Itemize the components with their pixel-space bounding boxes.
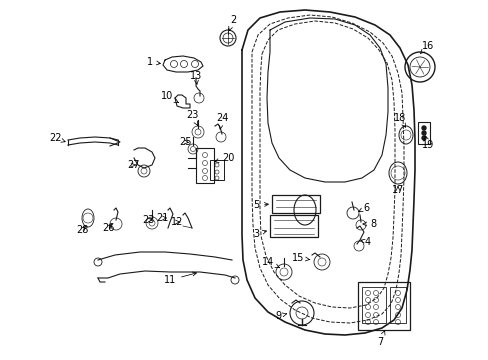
Text: 3: 3 <box>252 229 266 239</box>
Bar <box>417 122 429 144</box>
Text: 11: 11 <box>163 272 196 285</box>
Text: 23: 23 <box>185 110 198 125</box>
Text: 13: 13 <box>189 71 202 84</box>
Text: 22: 22 <box>49 133 65 143</box>
Circle shape <box>421 131 425 135</box>
Text: 16: 16 <box>419 41 433 54</box>
Text: 4: 4 <box>360 237 370 247</box>
Circle shape <box>421 126 425 130</box>
Text: 5: 5 <box>252 200 268 210</box>
Bar <box>196 148 214 183</box>
Text: 21: 21 <box>156 213 168 223</box>
Text: 6: 6 <box>358 203 368 213</box>
Text: 26: 26 <box>102 223 114 233</box>
Text: 14: 14 <box>262 257 279 268</box>
Bar <box>357 282 409 330</box>
Bar <box>209 160 224 180</box>
Bar <box>269 215 317 237</box>
Text: 28: 28 <box>76 225 88 235</box>
Text: 10: 10 <box>161 91 178 103</box>
Text: 24: 24 <box>215 113 228 129</box>
Text: 20: 20 <box>214 153 234 163</box>
Text: 23: 23 <box>142 215 154 225</box>
Circle shape <box>421 136 425 140</box>
Text: 15: 15 <box>291 253 309 263</box>
Text: 2: 2 <box>228 15 236 31</box>
Bar <box>389 287 405 323</box>
Text: 7: 7 <box>376 331 384 347</box>
Text: 9: 9 <box>274 311 286 321</box>
Text: 17: 17 <box>391 185 404 195</box>
Bar <box>361 287 385 323</box>
Text: 8: 8 <box>362 219 375 229</box>
Text: 19: 19 <box>421 136 433 150</box>
Text: 18: 18 <box>393 113 406 127</box>
Text: 27: 27 <box>126 160 139 170</box>
Text: 25: 25 <box>179 137 191 147</box>
Text: 1: 1 <box>146 57 160 67</box>
Text: 12: 12 <box>170 217 183 227</box>
Bar <box>271 195 319 213</box>
